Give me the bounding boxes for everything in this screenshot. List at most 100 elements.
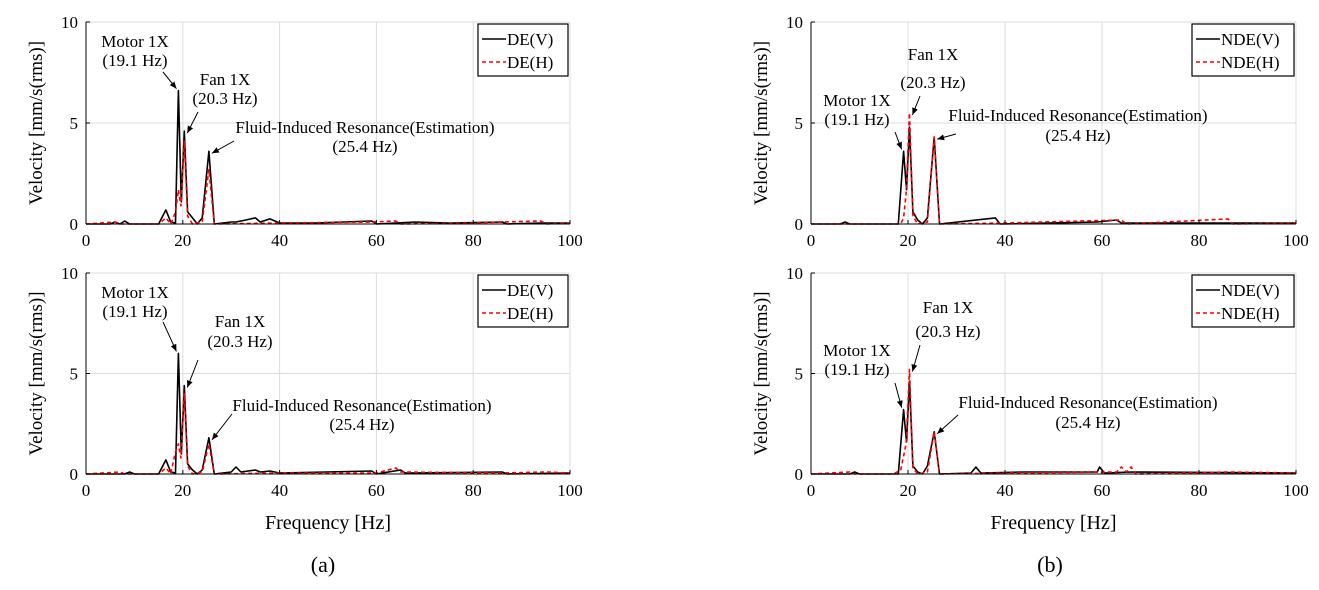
- y-tick-label: 0: [795, 215, 804, 234]
- y-tick-label: 10: [61, 264, 78, 283]
- annotation-arrow: [911, 344, 921, 372]
- annotation-text: Fan 1X: [908, 45, 959, 64]
- annotation-text: (19.1 Hz): [102, 51, 167, 70]
- y-tick-label: 0: [70, 465, 79, 484]
- y-axis-label: Velocity [mm/s(rms)]: [26, 41, 47, 205]
- annotation-text: Fan 1X: [215, 312, 266, 331]
- annotation-arrow: [211, 413, 233, 441]
- series-line-ndeh: [810, 368, 1297, 475]
- x-tick-label: 40: [271, 481, 288, 500]
- x-axis-label: Frequency [Hz]: [990, 512, 1116, 534]
- annotation-arrow: [162, 321, 177, 352]
- annotation-text: Fluid-Induced Resonance(Estimation): [948, 106, 1207, 125]
- series-line-ndeh: [811, 112, 1297, 225]
- y-axis-label: Velocity [mm/s(rms)]: [26, 291, 47, 455]
- annotation-text: Motor 1X: [101, 283, 169, 302]
- legend: NDE(V) NDE(H): [1191, 274, 1295, 328]
- x-tick-label: 20: [174, 481, 191, 500]
- x-tick-label: 20: [900, 231, 917, 250]
- legend-box: [1191, 23, 1295, 77]
- legend-label: DE(V): [507, 281, 553, 300]
- annotation-text: Fan 1X: [923, 298, 974, 317]
- x-tick-label: 60: [1094, 231, 1111, 250]
- legend: DE(V) DE(H): [477, 23, 569, 77]
- annotation-arrow: [936, 414, 959, 435]
- annotation-text: (25.4 Hz): [329, 415, 394, 434]
- annotation-text: (20.3 Hz): [207, 332, 272, 351]
- x-tick-label: 0: [807, 481, 816, 500]
- annotation-arrow: [186, 359, 199, 388]
- y-axis-label: Velocity [mm/s(rms)]: [751, 41, 772, 205]
- legend-label: NDE(H): [1221, 304, 1280, 323]
- y-tick-label: 5: [70, 365, 79, 384]
- x-tick-label: 60: [1094, 481, 1111, 500]
- legend-label: NDE(V): [1221, 281, 1280, 300]
- x-tick-label: 80: [1191, 231, 1208, 250]
- legend-label: DE(H): [507, 53, 553, 72]
- legend-label: NDE(V): [1221, 30, 1280, 49]
- annotation-text: (19.1 Hz): [102, 302, 167, 321]
- annotation-text: Fluid-Induced Resonance(Estimation): [235, 118, 494, 137]
- x-tick-label: 20: [174, 231, 191, 250]
- annotation-arrow: [937, 133, 957, 141]
- y-tick-label: 5: [795, 114, 804, 133]
- x-tick-label: 0: [807, 231, 816, 250]
- annotation-text: (20.3 Hz): [915, 322, 980, 341]
- x-tick-label: 0: [82, 231, 91, 250]
- x-tick-label: 100: [1283, 481, 1309, 500]
- x-tick-label: 80: [1191, 481, 1208, 500]
- annotation-arrow: [211, 140, 235, 154]
- annotation-arrow: [894, 382, 903, 408]
- x-tick-label: 100: [1283, 231, 1309, 250]
- subplot-b-bottom: 0 20 40 60 80 100 0 5 10 Velocity [mm/s(rms)] Freq…: [751, 264, 1309, 534]
- annotation-text: Motor 1X: [101, 32, 169, 51]
- annotation-text: Fluid-Induced Resonance(Estimation): [232, 396, 491, 415]
- annotation-arrow: [894, 131, 903, 150]
- annotation-text: Motor 1X: [823, 91, 891, 110]
- subfigure-label-b: (b): [1037, 552, 1063, 577]
- legend-label: DE(V): [507, 30, 553, 49]
- legend-box: [1191, 274, 1295, 328]
- legend: NDE(V) NDE(H): [1191, 23, 1295, 77]
- y-tick-label: 0: [70, 215, 79, 234]
- x-tick-label: 40: [997, 231, 1014, 250]
- legend-label: NDE(H): [1221, 53, 1280, 72]
- subplot-b-top: 0 20 40 60 80 100 0 5 10 Velocity [mm/s(rms)] NDE(…: [751, 13, 1309, 250]
- x-tick-label: 60: [368, 231, 385, 250]
- annotation-arrow: [911, 95, 921, 116]
- x-tick-label: 0: [82, 481, 91, 500]
- annotation-text: Fluid-Induced Resonance(Estimation): [958, 393, 1217, 412]
- y-tick-label: 10: [786, 13, 803, 32]
- x-tick-label: 60: [368, 481, 385, 500]
- annotation-text: Fan 1X: [200, 70, 251, 89]
- annotation-text: (25.4 Hz): [1045, 126, 1110, 145]
- subplot-a-top: 0 20 40 60 80 100 0 5 10 Velocity [mm/s(rms)] DE(V…: [26, 13, 583, 250]
- legend-label: DE(H): [507, 304, 553, 323]
- annotation-text: (25.4 Hz): [1055, 413, 1120, 432]
- annotation-arrow: [186, 111, 199, 134]
- series-line-deh: [85, 392, 571, 475]
- y-tick-label: 10: [61, 13, 78, 32]
- y-axis-label: Velocity [mm/s(rms)]: [751, 291, 772, 455]
- annotation-text: (19.1 Hz): [824, 110, 889, 129]
- subfigure-label-a: (a): [311, 552, 335, 577]
- annotation-text: (19.1 Hz): [824, 360, 889, 379]
- x-axis-label: Frequency [Hz]: [265, 512, 391, 534]
- x-tick-label: 80: [465, 231, 482, 250]
- x-tick-label: 80: [465, 481, 482, 500]
- x-tick-label: 40: [997, 481, 1014, 500]
- legend-box: [477, 23, 569, 77]
- x-tick-label: 100: [557, 481, 583, 500]
- annotation-text: Motor 1X: [823, 341, 891, 360]
- x-tick-label: 100: [557, 231, 583, 250]
- y-tick-label: 0: [795, 465, 804, 484]
- legend: DE(V) DE(H): [477, 274, 569, 328]
- annotation-text: (25.4 Hz): [332, 137, 397, 156]
- annotation-text: (20.3 Hz): [900, 73, 965, 92]
- legend-box: [477, 274, 569, 328]
- annotation-arrow: [162, 71, 177, 89]
- x-tick-label: 40: [271, 231, 288, 250]
- subplot-a-bottom: 0 20 40 60 80 100 0 5 10 Velocity [mm/s(rms)] Freq…: [26, 264, 583, 534]
